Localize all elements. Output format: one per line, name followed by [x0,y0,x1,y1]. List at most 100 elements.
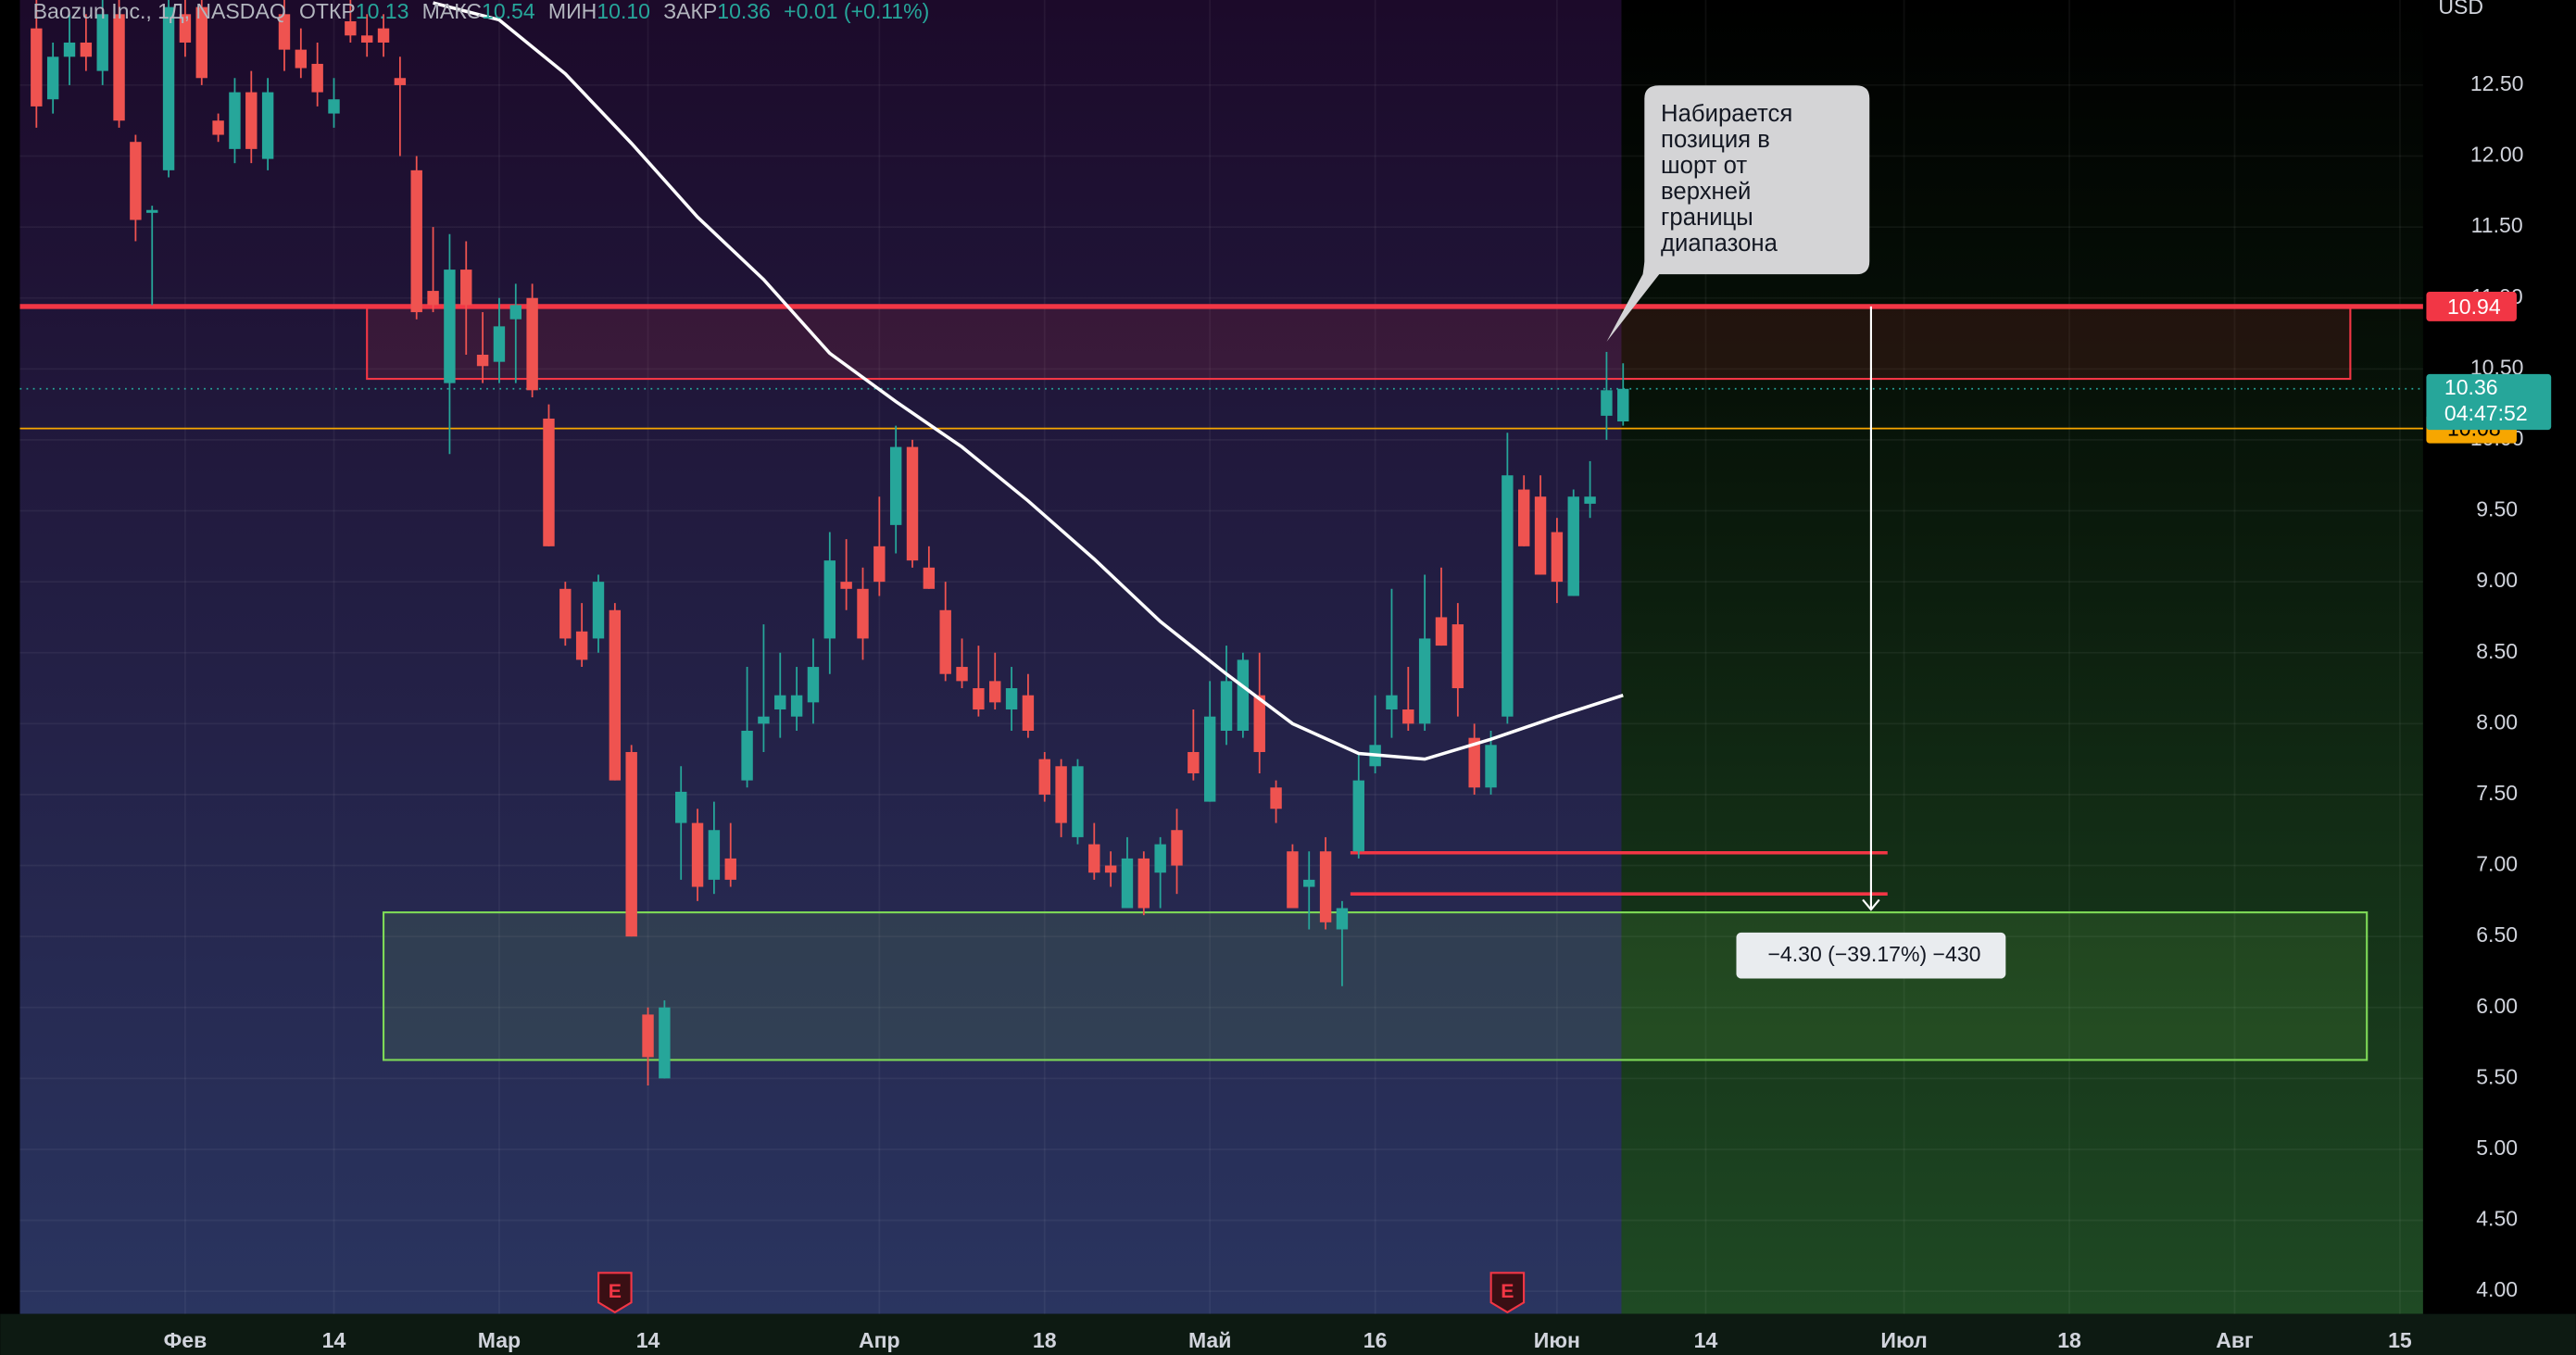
y-tick-label: 5.00 [2476,1135,2518,1160]
candle-body [1055,766,1067,823]
axes: 4.00 4.50 5.00 5.50 6.00 6.50 7.00 7.50 8.00 8.50… [164,71,2552,1352]
candle-body [1451,624,1464,689]
x-tick-label: 18 [2057,1328,2081,1352]
x-tick-label: Мар [478,1328,521,1352]
candle-body [691,822,704,887]
candle-body [146,209,158,213]
candle-body [642,1014,654,1058]
event-label: E [609,1280,622,1302]
candle-body [278,14,291,50]
candle-body [840,582,852,589]
y-tick-label: 7.00 [2476,852,2518,876]
candle-body [31,28,43,107]
candle-body [1287,851,1299,909]
candle-body [1567,496,1579,596]
candle-body [1005,688,1018,710]
candle-body [80,42,93,57]
y-tick-label: 11.50 [2471,213,2523,237]
x-tick-label: 14 [322,1328,346,1352]
candle-body [212,120,224,135]
y-tick-label: 4.50 [2476,1207,2518,1231]
left-region [19,0,1622,1314]
zone [366,305,2352,381]
y-tick-label: 4.00 [2476,1277,2518,1301]
candle-body [1601,390,1613,416]
candles [31,0,1629,1086]
candle-body [1435,617,1448,646]
candle-body [1336,908,1349,930]
candle-body [179,14,192,43]
candle-body [790,695,803,717]
candle-body [609,609,622,781]
candle-body [1022,695,1035,731]
measure-box [1736,932,2006,979]
candle-body [1468,737,1480,788]
candle-body [1104,865,1117,873]
candle-body [360,35,373,43]
candle-body [345,20,357,36]
candle-body [195,6,207,79]
candle-body [823,560,836,639]
candle-body [1270,787,1282,809]
event-icon [1489,1272,1526,1314]
candle-body [1154,844,1166,873]
candle-body [410,169,422,313]
y-tick-label: 9.50 [2476,497,2518,521]
candle-body [1203,716,1216,802]
candle-body [1485,745,1497,788]
x-tick-label: 14 [1694,1328,1718,1352]
callout-line: диапазона [1661,231,1778,257]
callout-line: позиция в [1661,127,1770,153]
level-tag [2426,291,2517,321]
current-label: 10.36 [2444,375,2498,399]
candle-body [162,6,175,170]
y-tick-label: 12.00 [2470,143,2524,167]
field-value: 10.13 [356,0,409,23]
candle-body [1402,709,1414,724]
candle-body [460,270,472,306]
candle-body [1502,475,1514,717]
x-tick-label: Июл [1880,1328,1927,1352]
legend: Baozun Inc., 1Д, NASDAQ ОТКР10.13 МАКС10.5… [33,0,930,23]
event-label: E [1501,1280,1514,1302]
x-tick-label: 16 [1363,1328,1388,1352]
candle-body [1418,638,1431,724]
candle-body [973,688,985,710]
event-icon [597,1272,633,1314]
x-tick-label: Авг [2216,1328,2253,1352]
x-tick-label: Фев [164,1328,207,1352]
field-label: ЗАКР [663,0,717,23]
candle-body [1303,879,1315,887]
callout-line: верхней [1661,179,1751,205]
candle-body [245,92,258,149]
candle-body [261,92,274,159]
candle-body [526,297,538,391]
candle-body [1237,659,1250,731]
candle-body [130,142,142,220]
candle-body [758,716,770,724]
callout-line: шорт от [1661,153,1747,179]
candle-body [1518,489,1530,546]
candle-body [939,609,951,674]
candle-body [989,681,1001,703]
candle-body [873,546,886,583]
candle-body [476,355,489,367]
candle-body [1171,830,1183,866]
candle-body [724,858,736,880]
candle-body [63,42,76,57]
current-timer: 04:47:52 [2444,401,2528,425]
change: +0.01 (+0.11%) [784,0,929,23]
candle-body [1088,844,1100,873]
y-tick-label: 12.50 [2470,71,2524,95]
y-tick-label: 8.50 [2476,639,2518,663]
candle-body [1253,695,1265,752]
field-label: ОТКР [299,0,356,23]
candle-body [675,791,687,823]
x-tick-label: 18 [1033,1328,1057,1352]
candle-body [659,1007,671,1079]
overlay: −4.30 (−39.17%) −430 E E [597,306,2006,1314]
candle-body [493,326,506,362]
